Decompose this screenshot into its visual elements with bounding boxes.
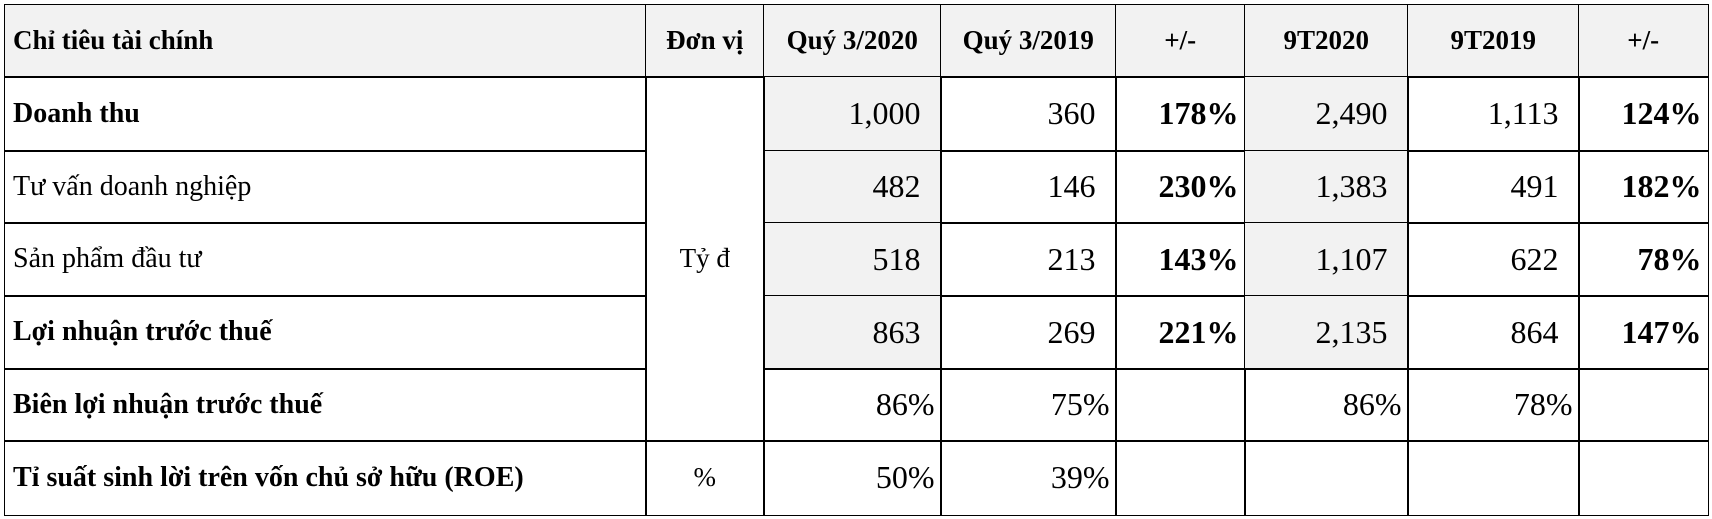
value-cell: 147% bbox=[1578, 295, 1709, 370]
header-cell: Đơn vị bbox=[645, 4, 765, 78]
value-cell: 863 bbox=[763, 295, 942, 370]
unit-cell: Tỷ đ bbox=[645, 76, 765, 442]
value-cell: 39% bbox=[940, 440, 1117, 516]
value-cell bbox=[1407, 440, 1580, 516]
value-cell: 230% bbox=[1115, 150, 1246, 224]
value-cell bbox=[1578, 440, 1709, 516]
value-cell: 482 bbox=[763, 150, 942, 224]
value-cell: 50% bbox=[763, 440, 942, 516]
value-cell: 124% bbox=[1578, 76, 1709, 152]
value-cell: 1,000 bbox=[763, 76, 942, 152]
value-cell: 360 bbox=[940, 76, 1117, 152]
value-cell: 1,113 bbox=[1407, 76, 1580, 152]
value-cell: 269 bbox=[940, 295, 1117, 370]
value-cell: 75% bbox=[940, 368, 1117, 442]
value-cell: 213 bbox=[940, 222, 1117, 297]
value-cell bbox=[1578, 368, 1709, 442]
header-cell: Quý 3/2020 bbox=[763, 4, 942, 78]
header-cell: 9T2020 bbox=[1244, 4, 1409, 78]
row-label: Sản phẩm đầu tư bbox=[4, 222, 647, 297]
value-cell: 1,383 bbox=[1244, 150, 1409, 224]
value-cell: 146 bbox=[940, 150, 1117, 224]
header-cell: Quý 3/2019 bbox=[940, 4, 1117, 78]
value-cell: 221% bbox=[1115, 295, 1246, 370]
row-label: Tỉ suất sinh lời trên vốn chủ sở hữu (RO… bbox=[4, 440, 647, 516]
header-cell: +/- bbox=[1578, 4, 1709, 78]
value-cell: 182% bbox=[1578, 150, 1709, 224]
row-label: Biên lợi nhuận trước thuế bbox=[4, 368, 647, 442]
value-cell: 86% bbox=[763, 368, 942, 442]
value-cell bbox=[1115, 368, 1246, 442]
value-cell: 78% bbox=[1578, 222, 1709, 297]
value-cell: 178% bbox=[1115, 76, 1246, 152]
value-cell: 143% bbox=[1115, 222, 1246, 297]
header-cell: 9T2019 bbox=[1407, 4, 1580, 78]
value-cell: 622 bbox=[1407, 222, 1580, 297]
row-label: Doanh thu bbox=[4, 76, 647, 152]
value-cell: 78% bbox=[1407, 368, 1580, 442]
header-cell: +/- bbox=[1115, 4, 1246, 78]
value-cell: 864 bbox=[1407, 295, 1580, 370]
row-label: Tư vấn doanh nghiệp bbox=[4, 150, 647, 224]
row-label: Lợi nhuận trước thuế bbox=[4, 295, 647, 370]
unit-cell: % bbox=[645, 440, 765, 516]
value-cell bbox=[1115, 440, 1246, 516]
value-cell: 491 bbox=[1407, 150, 1580, 224]
value-cell bbox=[1244, 440, 1409, 516]
value-cell: 2,490 bbox=[1244, 76, 1409, 152]
value-cell: 86% bbox=[1244, 368, 1409, 442]
header-cell: Chỉ tiêu tài chính bbox=[4, 4, 647, 78]
value-cell: 518 bbox=[763, 222, 942, 297]
value-cell: 2,135 bbox=[1244, 295, 1409, 370]
value-cell: 1,107 bbox=[1244, 222, 1409, 297]
